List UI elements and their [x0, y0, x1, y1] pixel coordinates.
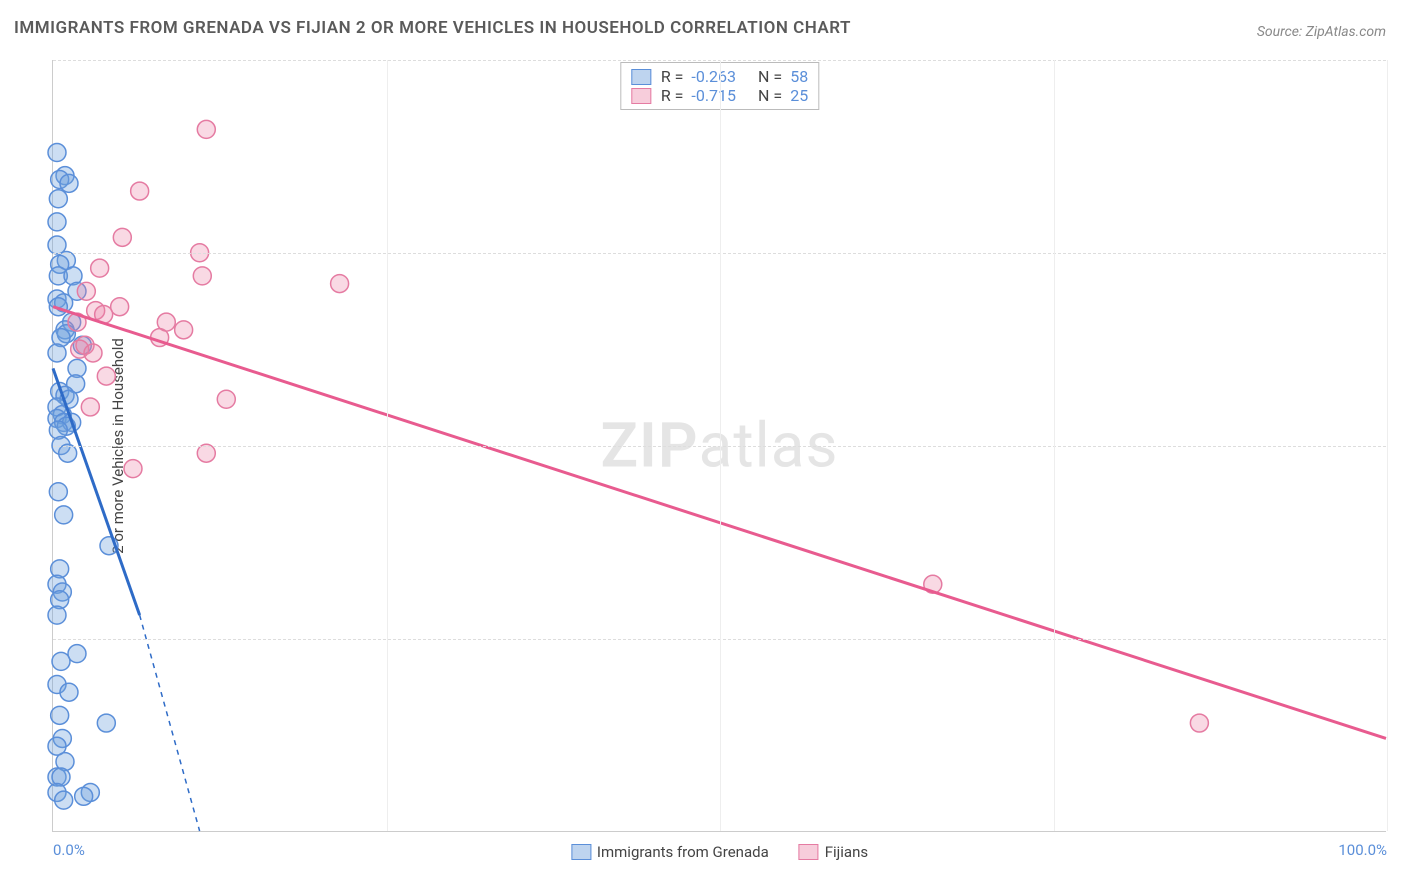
legend-r-label: R =	[661, 67, 684, 86]
scatter-point	[68, 645, 86, 663]
legend-swatch	[631, 88, 651, 104]
legend-n-value: 58	[790, 67, 808, 86]
scatter-point	[48, 344, 66, 362]
scatter-point	[1190, 714, 1208, 732]
source-attribution: Source: ZipAtlas.com	[1257, 24, 1386, 40]
scatter-point	[55, 506, 73, 524]
series-legend: Immigrants from Grenada Fijians	[571, 843, 868, 861]
legend-item: Immigrants from Grenada	[571, 843, 769, 861]
legend-n-label: N =	[758, 86, 782, 105]
scatter-point	[217, 390, 235, 408]
scatter-point	[113, 228, 131, 246]
scatter-point	[84, 344, 102, 362]
scatter-point	[91, 259, 109, 277]
gridline-v	[1387, 60, 1388, 831]
legend-r-value: -0.715	[691, 86, 736, 105]
gridline-v	[387, 60, 388, 831]
scatter-point	[175, 321, 193, 339]
y-tick-label: 75.0%	[1396, 244, 1406, 262]
legend-r-label: R =	[661, 86, 684, 105]
scatter-point	[48, 213, 66, 231]
legend-n-label: N =	[758, 67, 782, 86]
legend-swatch	[571, 844, 591, 860]
chart-title: IMMIGRANTS FROM GRENADA VS FIJIAN 2 OR M…	[14, 18, 851, 38]
scatter-point	[111, 298, 129, 316]
scatter-point	[55, 791, 73, 809]
scatter-point	[49, 298, 67, 316]
scatter-point	[131, 182, 149, 200]
scatter-point	[48, 606, 66, 624]
x-tick-label: 0.0%	[53, 841, 85, 859]
scatter-point	[81, 398, 99, 416]
scatter-point	[60, 683, 78, 701]
x-tick-label: 100.0%	[1338, 841, 1387, 859]
chart-container: IMMIGRANTS FROM GRENADA VS FIJIAN 2 OR M…	[0, 0, 1406, 892]
legend-n-value: 25	[790, 86, 808, 105]
scatter-point	[49, 483, 67, 501]
y-tick-label: 50.0%	[1396, 437, 1406, 455]
scatter-point	[77, 282, 95, 300]
scatter-point	[52, 652, 70, 670]
scatter-point	[331, 275, 349, 293]
regression-line-dashed	[140, 615, 200, 831]
scatter-point	[75, 787, 93, 805]
legend-r-value: -0.263	[691, 67, 736, 86]
scatter-point	[51, 706, 69, 724]
scatter-point	[48, 144, 66, 162]
scatter-point	[97, 367, 115, 385]
gridline-v	[720, 60, 721, 831]
scatter-point	[49, 190, 67, 208]
legend-label: Fijians	[825, 843, 868, 861]
legend-label: Immigrants from Grenada	[597, 843, 769, 861]
legend-item: Fijians	[799, 843, 868, 861]
y-tick-label: 100.0%	[1396, 51, 1406, 69]
scatter-point	[97, 714, 115, 732]
legend-swatch	[631, 69, 651, 85]
legend-swatch	[799, 844, 819, 860]
scatter-point	[60, 174, 78, 192]
scatter-point	[197, 120, 215, 138]
scatter-point	[193, 267, 211, 285]
gridline-v	[1054, 60, 1055, 831]
plot-area: ZIPatlas R =-0.263N =58R =-0.715N =25 Im…	[52, 60, 1386, 832]
scatter-point	[124, 460, 142, 478]
y-tick-label: 25.0%	[1396, 630, 1406, 648]
